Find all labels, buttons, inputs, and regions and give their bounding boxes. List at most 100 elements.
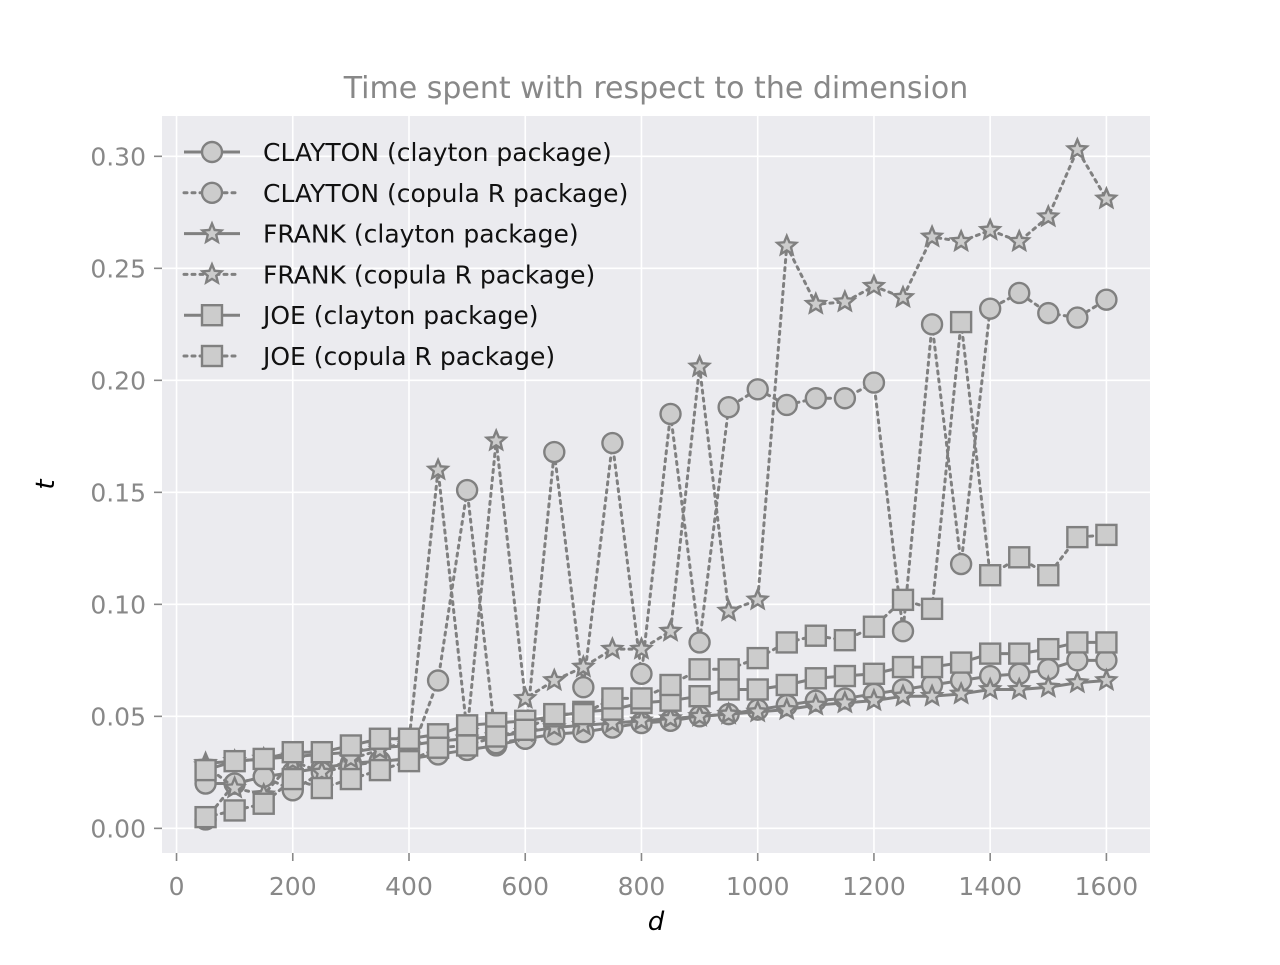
data-point bbox=[717, 678, 740, 701]
x-tick-label: 1600 bbox=[1075, 872, 1139, 901]
data-point bbox=[223, 799, 246, 822]
data-point bbox=[890, 683, 916, 707]
data-point bbox=[455, 734, 479, 757]
data-point bbox=[252, 792, 275, 815]
x-tick-label: 600 bbox=[501, 872, 549, 901]
data-point bbox=[920, 655, 944, 679]
data-point bbox=[803, 692, 829, 716]
x-tick-label: 800 bbox=[618, 872, 666, 901]
legend-entry: JOE (copula R package) bbox=[182, 342, 555, 371]
data-point bbox=[688, 631, 711, 654]
data-point bbox=[659, 673, 682, 697]
y-tick-label: 0.00 bbox=[90, 814, 146, 843]
data-point bbox=[543, 440, 566, 464]
data-point bbox=[688, 658, 711, 681]
legend-label: CLAYTON (copula R package) bbox=[263, 179, 628, 208]
data-point bbox=[745, 586, 771, 611]
grid bbox=[162, 116, 1150, 853]
data-point bbox=[570, 653, 596, 678]
data-point bbox=[977, 217, 1003, 241]
data-point bbox=[1035, 674, 1061, 698]
y-tick-label: 0.15 bbox=[90, 478, 146, 507]
series-square-dotted bbox=[194, 310, 1118, 829]
data-point bbox=[978, 564, 1002, 587]
x-tick-label: 1200 bbox=[842, 872, 906, 901]
data-point bbox=[949, 552, 973, 576]
data-point bbox=[1037, 637, 1060, 661]
x-tick-label: 400 bbox=[385, 872, 433, 901]
data-point bbox=[1035, 203, 1061, 228]
data-point bbox=[862, 615, 886, 638]
legend-label: FRANK (copula R package) bbox=[263, 260, 595, 289]
data-point bbox=[310, 776, 334, 800]
data-point bbox=[425, 456, 451, 481]
data-point bbox=[745, 698, 771, 723]
data-point bbox=[368, 727, 392, 750]
data-point bbox=[1006, 228, 1032, 253]
data-point bbox=[484, 725, 508, 748]
data-point bbox=[572, 702, 595, 726]
data-point bbox=[658, 618, 684, 642]
data-point bbox=[455, 478, 479, 502]
legend: CLAYTON (clayton package) CLAYTON (copula… bbox=[182, 138, 628, 371]
data-point bbox=[543, 702, 566, 726]
data-point bbox=[659, 402, 682, 426]
data-point bbox=[746, 646, 769, 670]
data-point bbox=[746, 378, 769, 401]
data-point bbox=[1037, 301, 1060, 325]
data-point bbox=[455, 714, 479, 737]
x-tick-label: 1000 bbox=[726, 872, 790, 901]
data-point bbox=[1066, 631, 1089, 654]
data-point bbox=[804, 387, 828, 410]
data-point bbox=[804, 667, 828, 690]
data-point bbox=[368, 758, 392, 782]
data-point bbox=[281, 740, 304, 764]
y-tick-label: 0.20 bbox=[90, 366, 146, 395]
data-point bbox=[514, 718, 537, 741]
data-point bbox=[223, 749, 246, 773]
data-point bbox=[833, 664, 857, 688]
series-layer bbox=[193, 136, 1119, 831]
data-point bbox=[977, 676, 1003, 701]
x-tick-label: 200 bbox=[269, 872, 317, 901]
data-point bbox=[1006, 676, 1032, 701]
data-point bbox=[949, 310, 973, 334]
data-point bbox=[1093, 185, 1119, 210]
data-point bbox=[194, 805, 217, 829]
data-point bbox=[397, 749, 421, 773]
data-point bbox=[222, 774, 248, 799]
y-axis-label: t bbox=[31, 479, 61, 490]
data-point bbox=[717, 396, 740, 419]
data-point bbox=[397, 727, 421, 750]
legend-marker bbox=[200, 181, 224, 205]
data-point bbox=[1037, 564, 1060, 587]
data-point bbox=[541, 667, 567, 692]
series-star-dotted bbox=[193, 136, 1119, 806]
data-point bbox=[890, 284, 916, 309]
data-point bbox=[1095, 523, 1118, 547]
legend-label: JOE (clayton package) bbox=[261, 301, 539, 330]
data-point bbox=[194, 758, 217, 782]
x-tick-label: 0 bbox=[169, 872, 185, 901]
data-point bbox=[948, 228, 974, 253]
data-point bbox=[891, 620, 915, 643]
y-tick-label: 0.05 bbox=[90, 702, 146, 731]
data-point bbox=[1008, 546, 1031, 569]
data-point bbox=[1095, 288, 1118, 311]
data-point bbox=[775, 631, 798, 654]
legend-entry: FRANK (clayton package) bbox=[184, 220, 579, 249]
data-point bbox=[775, 393, 798, 417]
y-tick-label: 0.30 bbox=[90, 142, 146, 171]
data-point bbox=[716, 700, 742, 725]
legend-label: CLAYTON (clayton package) bbox=[263, 138, 612, 167]
x-tick-label: 1400 bbox=[958, 872, 1022, 901]
data-point bbox=[862, 662, 886, 685]
legend-entry: JOE (clayton package) bbox=[184, 301, 539, 330]
data-point bbox=[426, 669, 450, 692]
y-tick-label: 0.10 bbox=[90, 590, 146, 619]
legend-entry: CLAYTON (copula R package) bbox=[182, 179, 628, 208]
data-point bbox=[339, 734, 363, 757]
data-point bbox=[687, 353, 713, 378]
data-point bbox=[948, 680, 974, 705]
